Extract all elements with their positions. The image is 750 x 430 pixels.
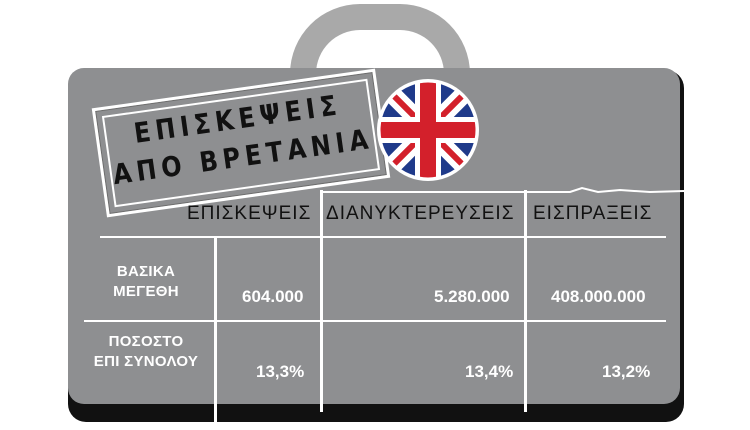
- row-label-line: ΠΟΣΟΣΤΟ: [108, 333, 184, 350]
- cell-overnights-basic: 5.280.000: [434, 287, 510, 306]
- label-column-divider: [214, 236, 217, 426]
- row-divider: [84, 320, 666, 322]
- row-label-percentage: ΠΟΣΟΣΤΟ ΕΠΙ ΣΥΝΟΛΟΥ: [74, 332, 218, 372]
- uk-flag-icon: [377, 79, 479, 181]
- column-header-overnights: ΔΙΑΝΥΚΤΕΡΕΥΣΕΙΣ: [326, 203, 515, 224]
- row-label-line: ΜΕΓΕΘΗ: [113, 283, 179, 300]
- column-divider-1: [320, 236, 323, 412]
- header-divider-left: [320, 190, 323, 236]
- row-label-line: ΕΠΙ ΣΥΝΟΛΟΥ: [93, 353, 199, 370]
- cell-receipts-basic: 408.000.000: [551, 287, 646, 306]
- cell-receipts-percent: 13,2%: [602, 362, 651, 381]
- header-underline: [100, 236, 666, 238]
- column-header-receipts: ΕΙΣΠΡΑΞΕΙΣ: [533, 203, 653, 224]
- row-label-line: ΒΑΣΙΚΑ: [116, 263, 176, 280]
- cell-overnights-percent: 13,4%: [465, 362, 514, 381]
- cell-visits-basic: 604.000: [242, 287, 304, 306]
- column-divider-2: [524, 236, 527, 412]
- header-divider-right: [524, 190, 527, 236]
- row-label-basic-figures: ΒΑΣΙΚΑ ΜΕΓΕΘΗ: [84, 262, 208, 302]
- cell-visits-percent: 13,3%: [256, 362, 305, 381]
- torn-edge-line: [320, 186, 684, 194]
- column-header-visits: ΕΠΙΣΚΕΨΕΙΣ: [187, 203, 312, 224]
